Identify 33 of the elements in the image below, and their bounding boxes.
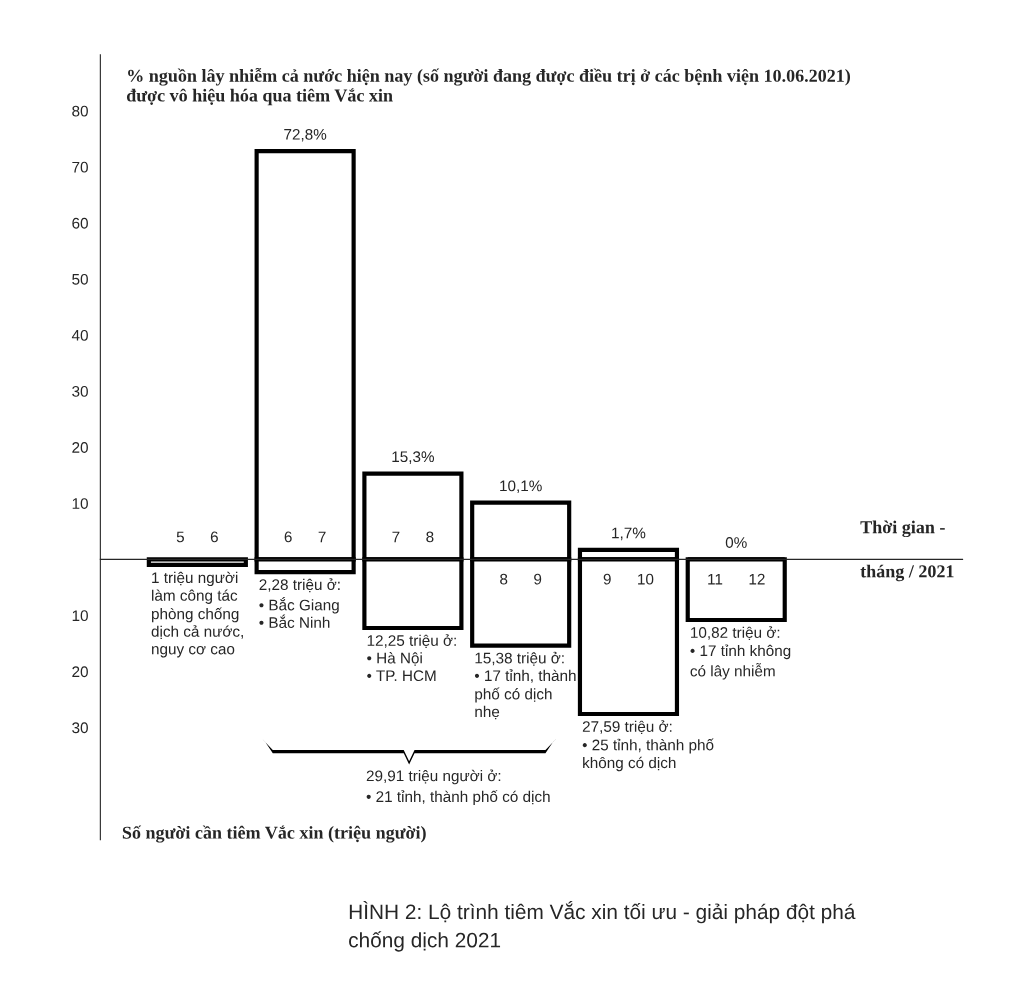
- x-tick-label: 8 9: [500, 573, 542, 585]
- x-tick-label: 6 7: [284, 531, 326, 543]
- y-axis-title: Số người cần tiêm Vắc xin (triệu người): [122, 825, 426, 843]
- text: HÌNH 2: Lộ trình tiêm Vắc xin tối ưu - giải pháp đột phá chống dịch 2021: [349, 900, 856, 952]
- data-label: 10,1%: [500, 480, 542, 494]
- y-tick-label: 20: [72, 442, 88, 453]
- text: Thời gian - tháng / 2021: [860, 520, 954, 582]
- x-tick-label: 11 12: [708, 573, 765, 585]
- y-tick-label: 30: [72, 722, 88, 734]
- y-tick-label: 30: [72, 386, 88, 397]
- y-tick-label: 60: [72, 217, 88, 229]
- y-tick-label: 80: [72, 105, 88, 117]
- annotation: 2,28 triệu ở: • Bắc Giang • Bắc Ninh: [259, 578, 340, 629]
- data-label: 1,7%: [612, 527, 646, 541]
- data-label: 0%: [725, 537, 747, 548]
- annotation: 29,91 triệu người ở: • 21 tỉnh, thành phố có dịch: [366, 769, 550, 806]
- annotation: 12,25 triệu ở: • Hà Nội • TP. HCM: [367, 634, 456, 682]
- x-tick-label: 7 8: [392, 531, 434, 543]
- data-label: 15,3%: [392, 451, 435, 464]
- annotation: 27,59 triệu ở: • 25 tỉnh, thành phố không có dịch: [582, 720, 714, 772]
- y-tick-label: 70: [72, 161, 88, 173]
- x-tick-label: 5 6: [176, 531, 218, 543]
- annotation: 10,82 triệu ở: • 17 tỉnh không có lây nhiễm: [690, 626, 791, 680]
- y-tick-label: 20: [72, 666, 88, 678]
- y-tick-label: 10: [72, 498, 88, 509]
- text: % nguồn lây nhiễm cả nước hiện nay (số người đang được điều trị ở các bệnh viện 10.06.2021) được vô hiệu hóa qua tiêm Vắc xin: [126, 67, 850, 106]
- data-label: 72,8%: [284, 128, 327, 142]
- y-tick-label: 40: [71, 329, 88, 341]
- annotation: 15,38 triệu ở: • 17 tỉnh, thành phố có dịch nhẹ: [474, 651, 576, 720]
- annotation: 1 triệu người làm công tác phòng chống dịch cả nước, nguy cơ cao: [151, 571, 243, 658]
- y-tick-label: 50: [72, 273, 88, 285]
- x-tick-label: 9 10: [603, 573, 654, 585]
- y-tick-label: 10: [72, 610, 88, 622]
